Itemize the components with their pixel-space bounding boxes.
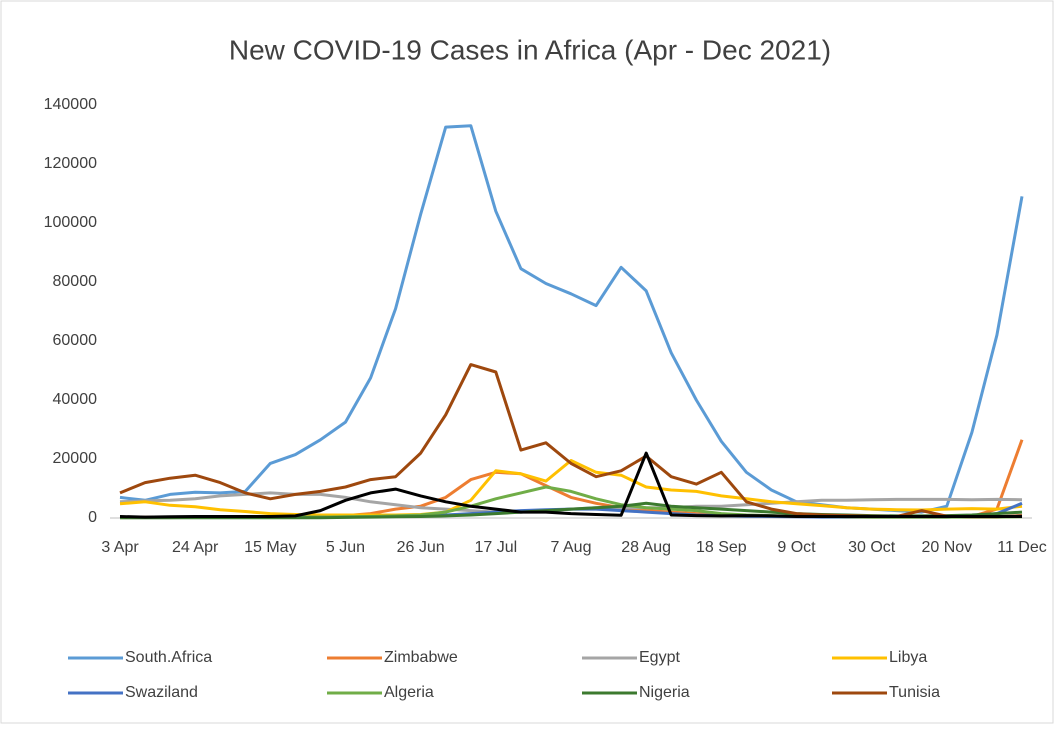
y-tick-label: 120000 — [44, 155, 97, 172]
x-tick-label: 17 Jul — [474, 539, 517, 556]
chart-title: New COVID-19 Cases in Africa (Apr - Dec … — [229, 34, 831, 65]
x-tick-label: 18 Sep — [696, 539, 747, 556]
y-tick-label: 60000 — [53, 332, 98, 349]
y-tick-label: 140000 — [44, 96, 97, 113]
x-tick-label: 24 Apr — [172, 539, 219, 556]
x-tick-label: 5 Jun — [326, 539, 365, 556]
legend-label: Nigeria — [639, 684, 690, 701]
x-tick-label: 28 Aug — [621, 539, 671, 556]
legend-label: Algeria — [384, 684, 434, 701]
x-tick-label: 30 Oct — [848, 539, 896, 556]
x-tick-label: 20 Nov — [921, 539, 972, 556]
x-tick-label: 15 May — [244, 539, 296, 556]
series-line — [119, 451, 1022, 519]
legend-label: Tunisia — [889, 684, 940, 701]
legend-label: Libya — [889, 649, 927, 666]
x-tick-label: 9 Oct — [777, 539, 816, 556]
x-tick-label: 26 Jun — [397, 539, 445, 556]
y-tick-label: 40000 — [53, 391, 98, 408]
x-tick-label: 11 Dec — [997, 539, 1047, 556]
y-tick-label: 100000 — [44, 214, 97, 231]
y-tick-label: 0 — [88, 509, 97, 526]
x-tick-label: 3 Apr — [101, 539, 139, 556]
x-tick-label: 7 Aug — [551, 539, 592, 556]
series-line — [119, 459, 1023, 517]
y-tick-label: 80000 — [53, 273, 98, 290]
legend-label: Egypt — [639, 649, 680, 666]
legend-label: Zimbabwe — [384, 649, 458, 666]
y-tick-label: 20000 — [53, 450, 98, 467]
legend-label: Swaziland — [125, 684, 198, 701]
legend-label: South.Africa — [125, 649, 212, 666]
